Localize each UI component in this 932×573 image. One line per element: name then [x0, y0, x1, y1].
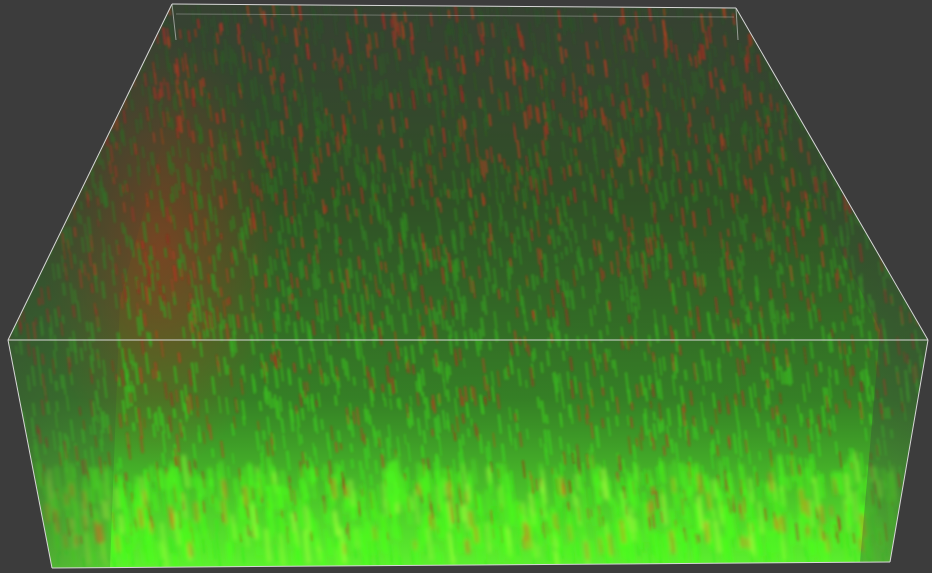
bbox-back-left-vertical	[171, 3, 177, 41]
bbox-front-left-edge	[7, 339, 53, 569]
bbox-front-bottom-edge	[51, 561, 891, 569]
bbox-right-top-edge	[735, 7, 929, 341]
bbox-back-right-vertical	[735, 7, 739, 41]
bbox-front-right-edge	[889, 339, 929, 563]
left-edge-fade	[8, 4, 200, 568]
bounding-box	[7, 3, 929, 569]
bbox-left-top-edge	[7, 3, 173, 341]
bbox-back-top-edge	[171, 3, 737, 9]
right-edge-fade	[720, 8, 928, 562]
